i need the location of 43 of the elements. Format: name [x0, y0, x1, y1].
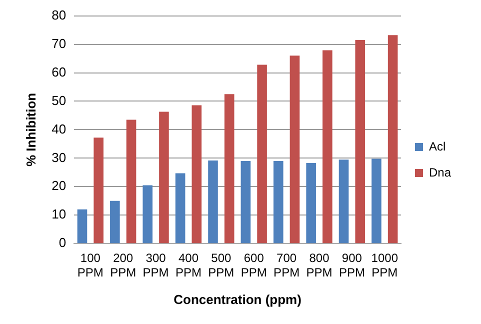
bar — [126, 120, 136, 244]
x-tick-label: 200 PPM — [110, 251, 136, 280]
bar — [290, 56, 300, 244]
x-tick-label: 700 PPM — [274, 251, 300, 280]
bar — [142, 185, 153, 244]
y-tick-label: 50 — [52, 92, 66, 108]
x-axis-title: Concentration (ppm) — [174, 292, 302, 307]
x-tick-label: 100 PPM — [77, 251, 104, 280]
legend-label: Dna — [428, 165, 452, 180]
x-tick-label: 800 PPM — [306, 251, 332, 280]
x-tick-label: 1000 PPM — [371, 251, 398, 280]
bar — [192, 105, 202, 244]
x-tick-label: 400 PPM — [175, 251, 202, 280]
bar — [257, 64, 267, 244]
x-tick-label: 500 PPM — [208, 251, 234, 280]
bar — [338, 160, 349, 244]
y-tick-label: 30 — [52, 150, 66, 165]
bar — [159, 112, 169, 244]
bar — [388, 35, 398, 244]
y-tick-label: 20 — [52, 178, 66, 194]
bar — [224, 94, 234, 244]
x-tick-label: 300 PPM — [142, 251, 169, 280]
y-tick-label: 0 — [58, 235, 66, 250]
bar — [208, 160, 218, 244]
bar — [175, 173, 186, 244]
bar — [273, 161, 284, 244]
bar — [306, 163, 316, 244]
y-tick-label: 10 — [52, 206, 66, 222]
y-tick-label: 60 — [52, 64, 66, 80]
legend-label: Acl — [428, 139, 446, 154]
y-tick-label: 70 — [52, 36, 66, 51]
x-tick-label: 900 PPM — [338, 251, 365, 280]
x-tick-label: 600 PPM — [240, 251, 267, 280]
y-tick-label: 40 — [52, 121, 66, 136]
bar — [94, 138, 104, 244]
bar — [110, 200, 120, 244]
bar — [355, 40, 366, 244]
y-tick-label: 80 — [52, 7, 66, 22]
y-axis-title: % Inhibition — [23, 92, 38, 167]
bar — [240, 161, 251, 244]
bar — [372, 158, 382, 244]
bar — [322, 50, 332, 244]
bar — [77, 209, 88, 244]
